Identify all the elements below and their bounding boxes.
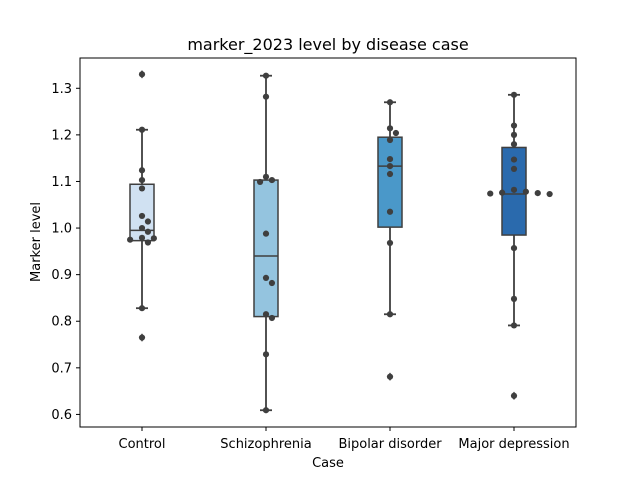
y-tick-label: 1.2 [51,128,72,143]
data-point [256,178,264,186]
y-tick-label: 0.6 [51,408,72,423]
data-point [386,136,394,144]
data-point [127,236,134,243]
data-point [262,351,270,358]
data-point [262,173,270,180]
point-group [127,71,157,341]
x-tick-label: Schizophrenia [220,437,311,452]
box [253,179,279,318]
y-axis: 0.6 0.7 0.8 0.9 1.0 1.1 1.2 1.3 [51,82,80,423]
data-point [138,234,146,241]
data-point [386,156,394,163]
data-point [138,305,146,312]
data-point [262,311,270,318]
data-point [144,239,152,246]
data-point [510,295,518,302]
data-point [144,228,152,235]
x-tick-label: Bipolar disorder [338,437,442,452]
data-point [386,311,394,318]
data-point [386,239,394,247]
y-tick-label: 1.0 [51,222,72,237]
box-group [129,70,155,342]
data-point [386,162,394,170]
data-point [510,165,518,172]
data-point [262,230,270,237]
data-point [138,176,146,184]
data-point [546,190,553,198]
data-point [499,189,506,196]
plot-area [127,70,553,414]
data-point [262,274,270,282]
x-axis-label: Case [312,456,344,471]
data-point [386,208,394,215]
data-point [144,218,152,225]
data-point [510,244,518,252]
y-tick-label: 0.9 [51,268,72,283]
data-point [510,91,518,98]
x-tick-label: Control [119,437,166,452]
data-point [522,188,529,195]
y-tick-label: 1.3 [51,82,72,97]
data-point [386,99,394,106]
data-point [138,126,146,133]
data-point [510,392,518,399]
data-point [510,156,518,163]
point-group [487,91,553,399]
y-tick-label: 0.7 [51,361,72,376]
point-group [256,72,276,414]
plot-frame [79,57,577,428]
data-point [386,170,394,178]
point-group [386,99,400,380]
data-point [138,334,146,341]
data-point [262,407,270,414]
data-point [510,131,518,138]
box-group [253,74,279,412]
y-axis-label: Marker level [29,202,44,282]
chart-title: marker_2023 level by disease case [187,35,468,55]
data-point [138,224,146,232]
data-point [268,279,276,287]
data-point [487,190,494,197]
data-point [138,71,146,78]
data-point [262,93,270,100]
data-point [262,72,270,79]
y-tick-label: 0.8 [51,315,72,330]
data-point [392,129,400,137]
data-point [386,125,394,132]
data-point [510,186,518,193]
x-axis: Control Schizophrenia Bipolar disorder Majo… [119,427,570,452]
data-point [510,322,518,329]
data-point [386,373,394,380]
data-point [268,314,276,322]
data-point [138,167,146,174]
data-point [510,141,518,148]
y-tick-label: 1.1 [51,175,72,190]
data-point [510,122,518,129]
data-point [150,235,157,242]
data-point [138,185,146,192]
x-tick-label: Major depression [458,437,569,452]
data-point [268,176,276,184]
data-point [534,190,541,197]
data-point [138,212,146,220]
